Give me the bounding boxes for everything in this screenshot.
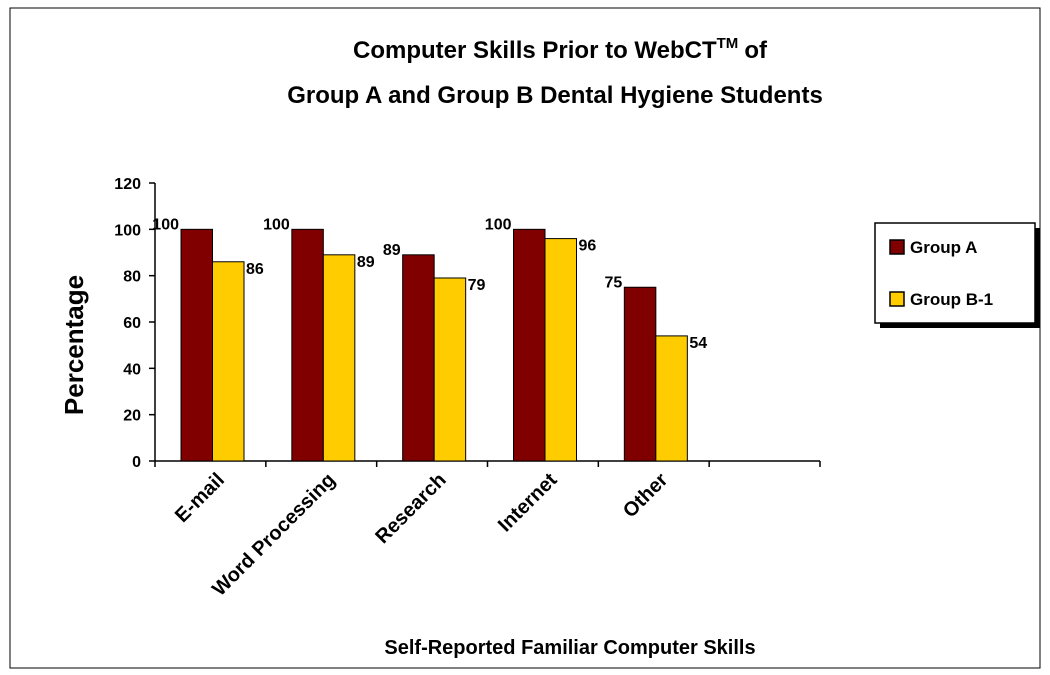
title-superscript: TM bbox=[717, 35, 739, 52]
bar bbox=[655, 335, 688, 462]
y-tick-label: 80 bbox=[123, 269, 141, 286]
bar bbox=[544, 238, 577, 462]
chart-subtitle: Group A and Group B Dental Hygiene Stude… bbox=[287, 82, 823, 109]
data-label: 89 bbox=[383, 242, 401, 259]
y-axis-title: Percentage bbox=[59, 275, 89, 415]
legend-swatch bbox=[889, 239, 905, 255]
legend-label: Group A bbox=[910, 238, 977, 257]
x-axis-title: Self-Reported Familiar Computer Skills bbox=[384, 637, 755, 659]
bar bbox=[513, 228, 546, 462]
bar bbox=[291, 228, 324, 462]
data-label: 100 bbox=[263, 216, 290, 233]
bar bbox=[623, 286, 657, 462]
data-label: 100 bbox=[485, 216, 512, 233]
y-tick-label: 100 bbox=[114, 222, 141, 239]
bar bbox=[322, 254, 356, 462]
data-label: 100 bbox=[152, 216, 179, 233]
title-tail: of bbox=[744, 37, 768, 64]
bar bbox=[212, 261, 245, 462]
data-label: 54 bbox=[689, 335, 707, 352]
chart-title-line: Computer Skills Prior to WebCTTM of bbox=[353, 35, 768, 64]
data-label: 89 bbox=[357, 254, 375, 271]
bar bbox=[180, 228, 213, 462]
bar bbox=[402, 254, 435, 462]
y-tick-label: 60 bbox=[123, 315, 141, 332]
data-label: 75 bbox=[605, 274, 623, 291]
data-label: 79 bbox=[468, 277, 486, 294]
y-tick-label: 120 bbox=[114, 176, 141, 193]
legend-swatch bbox=[889, 291, 905, 307]
data-label: 96 bbox=[579, 238, 597, 255]
y-tick-label: 40 bbox=[123, 361, 141, 378]
y-tick-label: 20 bbox=[123, 408, 141, 425]
y-tick-label: 0 bbox=[132, 454, 141, 471]
chart-title: Computer Skills Prior to WebCT bbox=[353, 37, 717, 64]
data-label: 86 bbox=[246, 261, 264, 278]
legend-label: Group B-1 bbox=[910, 290, 993, 309]
bar bbox=[433, 277, 467, 462]
